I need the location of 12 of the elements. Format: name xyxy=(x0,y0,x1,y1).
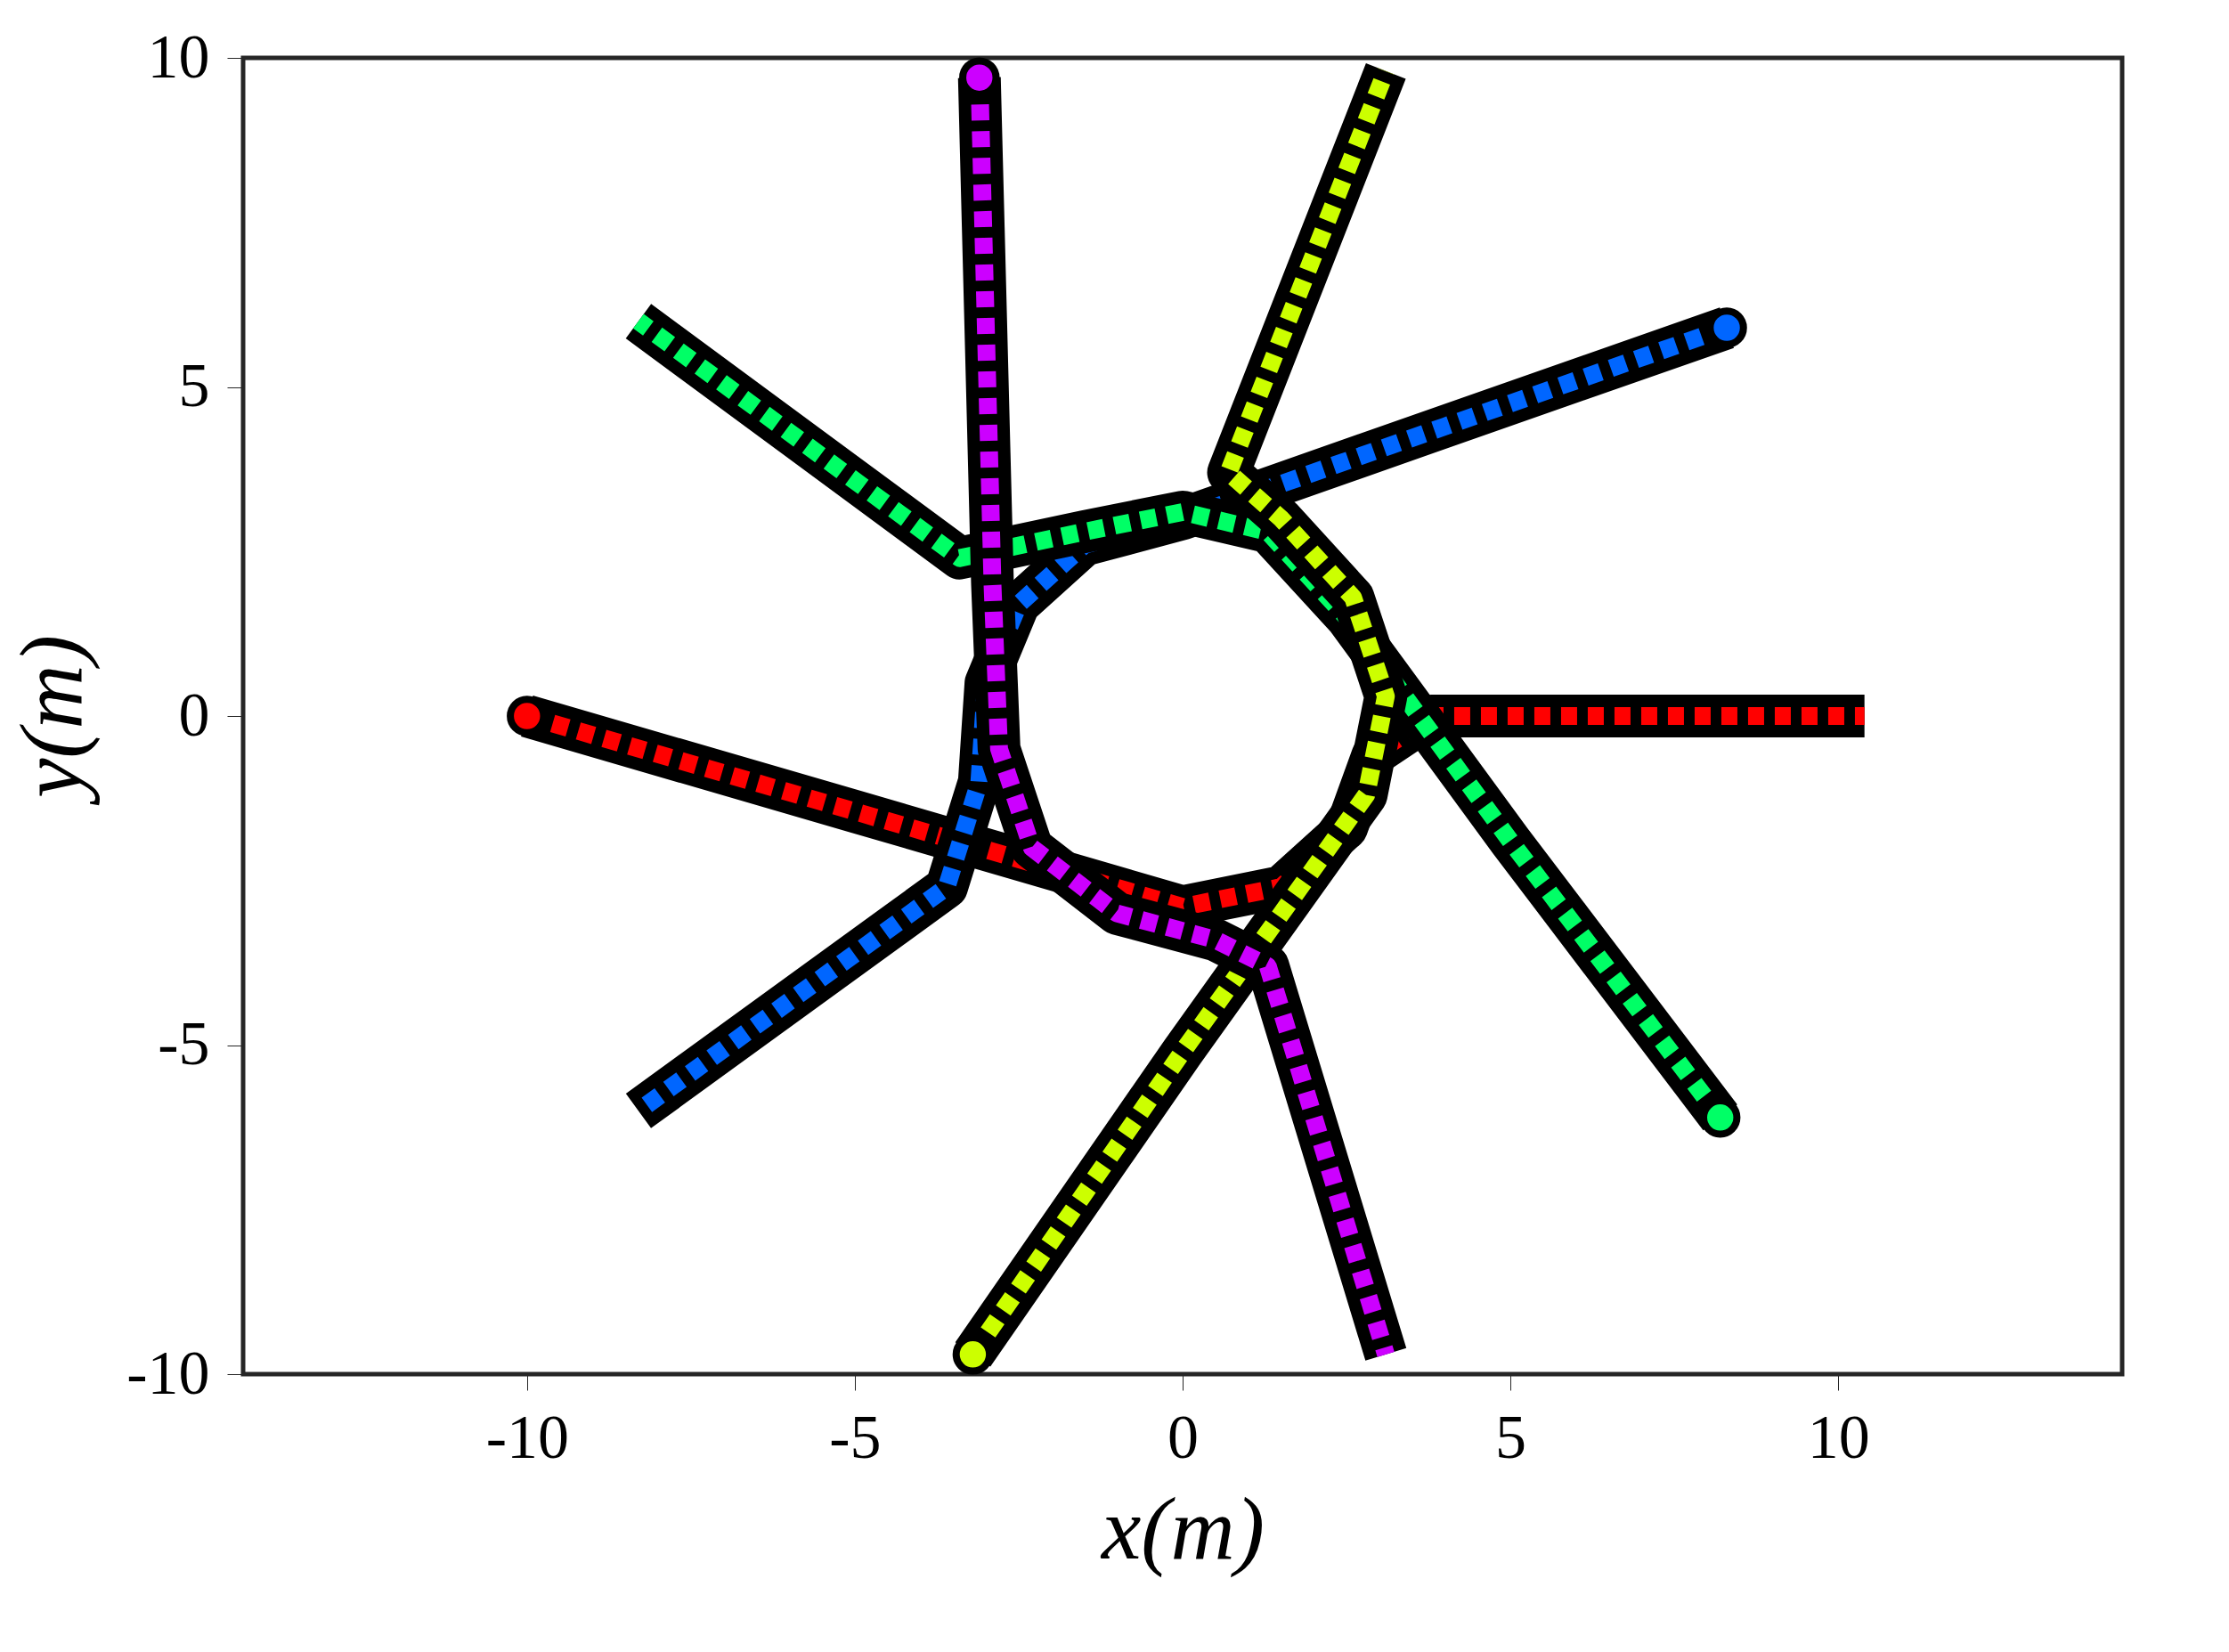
y-tick-label: -5 xyxy=(158,1009,210,1078)
x-tick-label: 10 xyxy=(1807,1402,1870,1471)
y-tick-label: 10 xyxy=(147,21,210,91)
x-tick-label: 5 xyxy=(1495,1402,1527,1471)
x-tick-label: 0 xyxy=(1167,1402,1199,1471)
x-axis-title: x(m) xyxy=(1099,1478,1265,1578)
x-tick-label: -10 xyxy=(485,1402,569,1471)
y-tick-label: -10 xyxy=(126,1338,210,1407)
y-axis-title: y(m) xyxy=(2,634,102,807)
y-tick-label: 5 xyxy=(178,351,210,419)
y-tick-label: 0 xyxy=(178,680,210,749)
x-tick-label: -5 xyxy=(829,1402,882,1471)
